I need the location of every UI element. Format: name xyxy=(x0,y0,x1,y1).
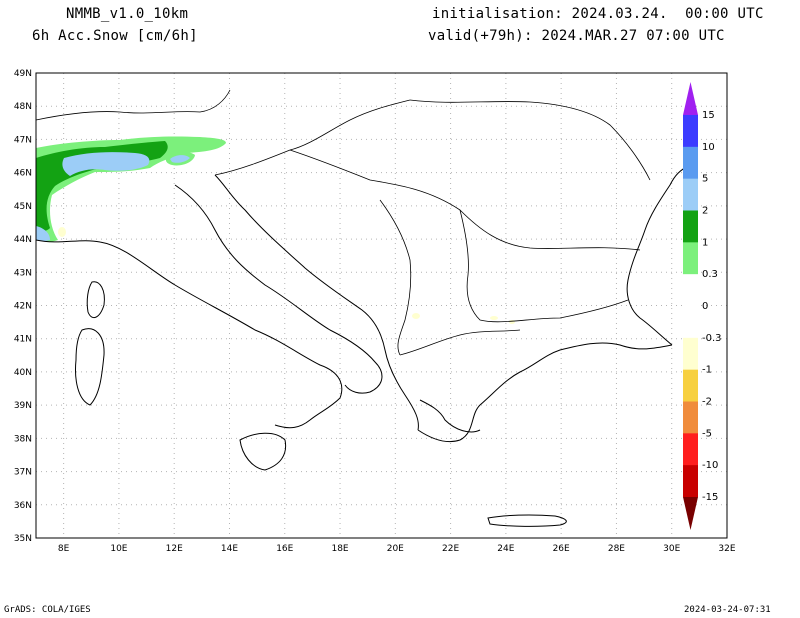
peloponnese-coast xyxy=(419,399,481,433)
coastlines xyxy=(35,164,691,527)
melt-patch-2 xyxy=(412,313,420,319)
balkan-coast xyxy=(214,174,419,431)
lat-label: 35N xyxy=(14,534,32,544)
serbia-border xyxy=(379,199,412,356)
central-border-1 xyxy=(214,99,411,176)
colorbar-label: -1 xyxy=(702,365,712,376)
colorbar-swatch xyxy=(683,401,698,434)
lat-label: 37N xyxy=(14,468,32,478)
lon-label: 8E xyxy=(58,544,70,554)
colorbar-swatch xyxy=(683,115,698,148)
bulgaria-border xyxy=(459,209,629,323)
sicily xyxy=(239,432,287,471)
melt-patch-1 xyxy=(58,227,66,237)
lat-label: 38N xyxy=(14,434,32,444)
snowfall-field xyxy=(36,136,515,324)
latitude-labels: 49N 48N 47N 46N 45N 44N 43N 42N 41N 40N 39N 38N 37N 3… xyxy=(14,69,32,544)
black-sea-coast xyxy=(626,164,691,346)
lat-label: 45N xyxy=(14,202,32,212)
melt-patch-3 xyxy=(490,316,498,320)
greece-north-border xyxy=(399,329,521,356)
lat-label: 39N xyxy=(14,401,32,411)
colorbar-swatch xyxy=(683,306,698,339)
lat-label: 48N xyxy=(14,102,32,112)
colorbar-label: 0.3 xyxy=(702,269,718,280)
map-frame xyxy=(35,72,728,539)
lat-label: 44N xyxy=(14,235,32,245)
lon-label: 22E xyxy=(442,544,459,554)
colorbar-label: 5 xyxy=(702,174,708,185)
footer-timestamp: 2024-03-24-07:31 xyxy=(684,605,771,615)
colorbar-label: -0.3 xyxy=(702,333,722,344)
lon-label: 26E xyxy=(553,544,570,554)
colorbar-label: 1 xyxy=(702,237,708,248)
colorbar-swatch xyxy=(683,178,698,211)
lon-label: 20E xyxy=(387,544,404,554)
colorbar-swatch xyxy=(683,433,698,466)
crete xyxy=(487,514,567,527)
italy-west-coast xyxy=(35,239,343,429)
colorbar-swatch xyxy=(683,465,698,498)
colorbar-swatch xyxy=(683,146,698,180)
melt-patch-4 xyxy=(509,320,515,324)
italy-east-coast xyxy=(174,184,383,394)
lat-label: 41N xyxy=(14,335,32,345)
snow-east-alps-core xyxy=(170,155,190,163)
colorbar-swatch xyxy=(683,369,698,402)
lon-label: 16E xyxy=(276,544,293,554)
lon-label: 32E xyxy=(718,544,735,554)
lon-label: 12E xyxy=(166,544,183,554)
lat-label: 42N xyxy=(14,302,32,312)
lon-label: 30E xyxy=(663,544,680,554)
lat-label: 36N xyxy=(14,501,32,511)
valid-time: valid(+79h): 2024.MAR.27 07:00 UTC xyxy=(428,28,725,44)
lat-label: 46N xyxy=(14,169,32,179)
colorbar-label: 0 xyxy=(702,301,708,312)
corsica xyxy=(86,281,105,319)
borders xyxy=(35,89,651,356)
lat-label: 40N xyxy=(14,368,32,378)
colorbar: 15 10 5 2 1 0.3 0 -0.3 -1 -2 -5 -10 -15 xyxy=(683,82,722,530)
colorbar-label: 2 xyxy=(702,206,708,217)
alpine-border xyxy=(35,89,231,121)
sardinia xyxy=(75,328,105,406)
lat-label: 47N xyxy=(14,135,32,145)
colorbar-swatch xyxy=(683,210,698,243)
lon-label: 14E xyxy=(221,544,238,554)
north-border xyxy=(409,99,651,181)
colorbar-top-arrow xyxy=(683,82,698,115)
colorbar-bottom-arrow xyxy=(683,497,698,530)
greece-aegean-coast xyxy=(417,342,673,443)
lon-label: 10E xyxy=(110,544,127,554)
model-title: NMMB_v1.0_10km xyxy=(66,6,189,22)
colorbar-label: -15 xyxy=(702,492,718,503)
colorbar-swatch xyxy=(683,337,698,371)
colorbar-label: 10 xyxy=(702,142,715,153)
lat-label: 49N xyxy=(14,69,32,79)
lat-label: 43N xyxy=(14,268,32,278)
snow-west-patch xyxy=(36,226,50,242)
lon-label: 28E xyxy=(608,544,625,554)
colorbar-label: -2 xyxy=(702,397,712,408)
colorbar-label: 15 xyxy=(702,110,715,121)
colorbar-label: -10 xyxy=(702,460,718,471)
longitude-labels: 8E 10E 12E 14E 16E 18E 20E 22E 24E 26E 28E 30E 32E xyxy=(58,544,736,554)
footer-credit: GrADS: COLA/IGES xyxy=(4,605,91,615)
snow-5-area xyxy=(62,152,150,176)
lon-label: 24E xyxy=(497,544,514,554)
colorbar-swatch xyxy=(683,242,698,275)
variable-title: 6h Acc.Snow [cm/6h] xyxy=(32,28,198,44)
init-time: initialisation: 2024.03.24. 00:00 UTC xyxy=(432,6,764,22)
colorbar-label: -5 xyxy=(702,428,712,439)
lon-label: 18E xyxy=(331,544,348,554)
colorbar-swatch xyxy=(683,274,698,307)
